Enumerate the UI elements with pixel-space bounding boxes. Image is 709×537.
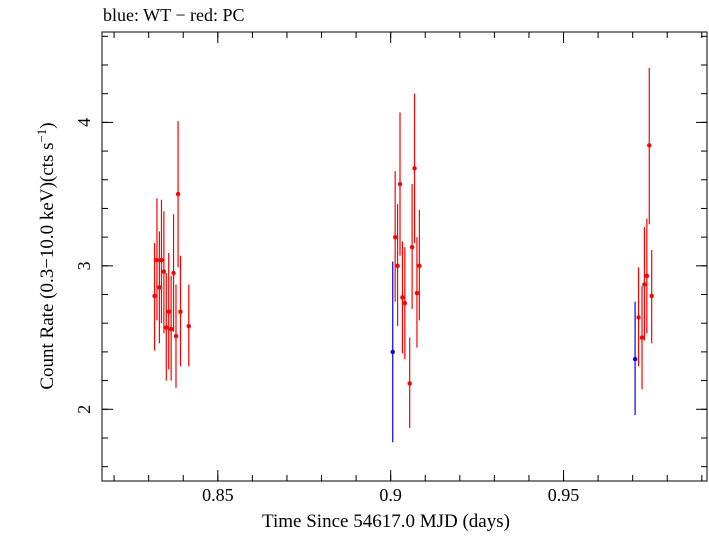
axis-ticks — [102, 32, 707, 481]
pc-data-point — [175, 191, 181, 197]
pc-data-point — [644, 273, 650, 279]
pc-data-point — [164, 325, 169, 330]
y-tick-labels: 2 3 4 — [74, 118, 94, 414]
pc-data-point — [157, 285, 162, 290]
data-series — [152, 67, 654, 443]
x-tick-label: 0.9 — [379, 485, 402, 505]
pc-data-point — [409, 244, 415, 250]
pc-data-point — [166, 309, 171, 314]
y-tick-label: 3 — [74, 261, 94, 270]
x-tick-labels: 0.85 0.9 0.95 — [202, 485, 579, 505]
pc-data-point — [647, 143, 652, 148]
y-axis-label: Count Rate (0.3−10.0 keV)(cts s−1) — [34, 122, 58, 389]
x-axis-label: Time Since 54617.0 MJD (days) — [262, 511, 510, 532]
pc-data-point — [414, 290, 420, 296]
pc-data-point — [639, 335, 645, 340]
wt-data-point — [390, 349, 395, 355]
x-tick-label: 0.85 — [202, 485, 234, 505]
y-tick-label: 2 — [74, 405, 94, 414]
pc-data-point — [154, 257, 160, 263]
y-axis-label-main: Count Rate (0.3−10.0 keV)(cts s — [37, 143, 58, 390]
pc-data-point — [161, 269, 167, 274]
x-tick-label: 0.95 — [548, 485, 580, 505]
plot-frame — [101, 31, 708, 482]
pc-data-point — [186, 323, 191, 329]
pc-data-point — [168, 326, 174, 332]
series-wt — [390, 261, 638, 443]
pc-data-point — [395, 263, 400, 269]
pc-data-point — [402, 300, 408, 306]
wt-data-point — [632, 356, 638, 362]
y-axis-label-exponent: −1 — [34, 129, 49, 143]
pc-data-point — [400, 295, 405, 300]
pc-data-point — [407, 381, 412, 386]
pc-data-point — [412, 166, 417, 171]
pc-data-point — [159, 257, 164, 263]
chart-title: blue: WT − red: PC — [103, 5, 244, 25]
pc-data-point — [397, 181, 403, 187]
pc-data-point — [649, 293, 654, 299]
pc-data-point — [152, 293, 157, 299]
y-axis-label-close: ) — [37, 122, 58, 128]
pc-data-point — [392, 234, 398, 240]
pc-data-point — [417, 263, 422, 269]
pc-data-point — [636, 315, 641, 320]
pc-data-point — [178, 309, 183, 314]
pc-data-point — [171, 270, 176, 276]
pc-data-point — [173, 333, 179, 339]
y-tick-label: 4 — [74, 118, 94, 127]
pc-data-point — [642, 282, 647, 287]
series-pc — [152, 67, 654, 428]
